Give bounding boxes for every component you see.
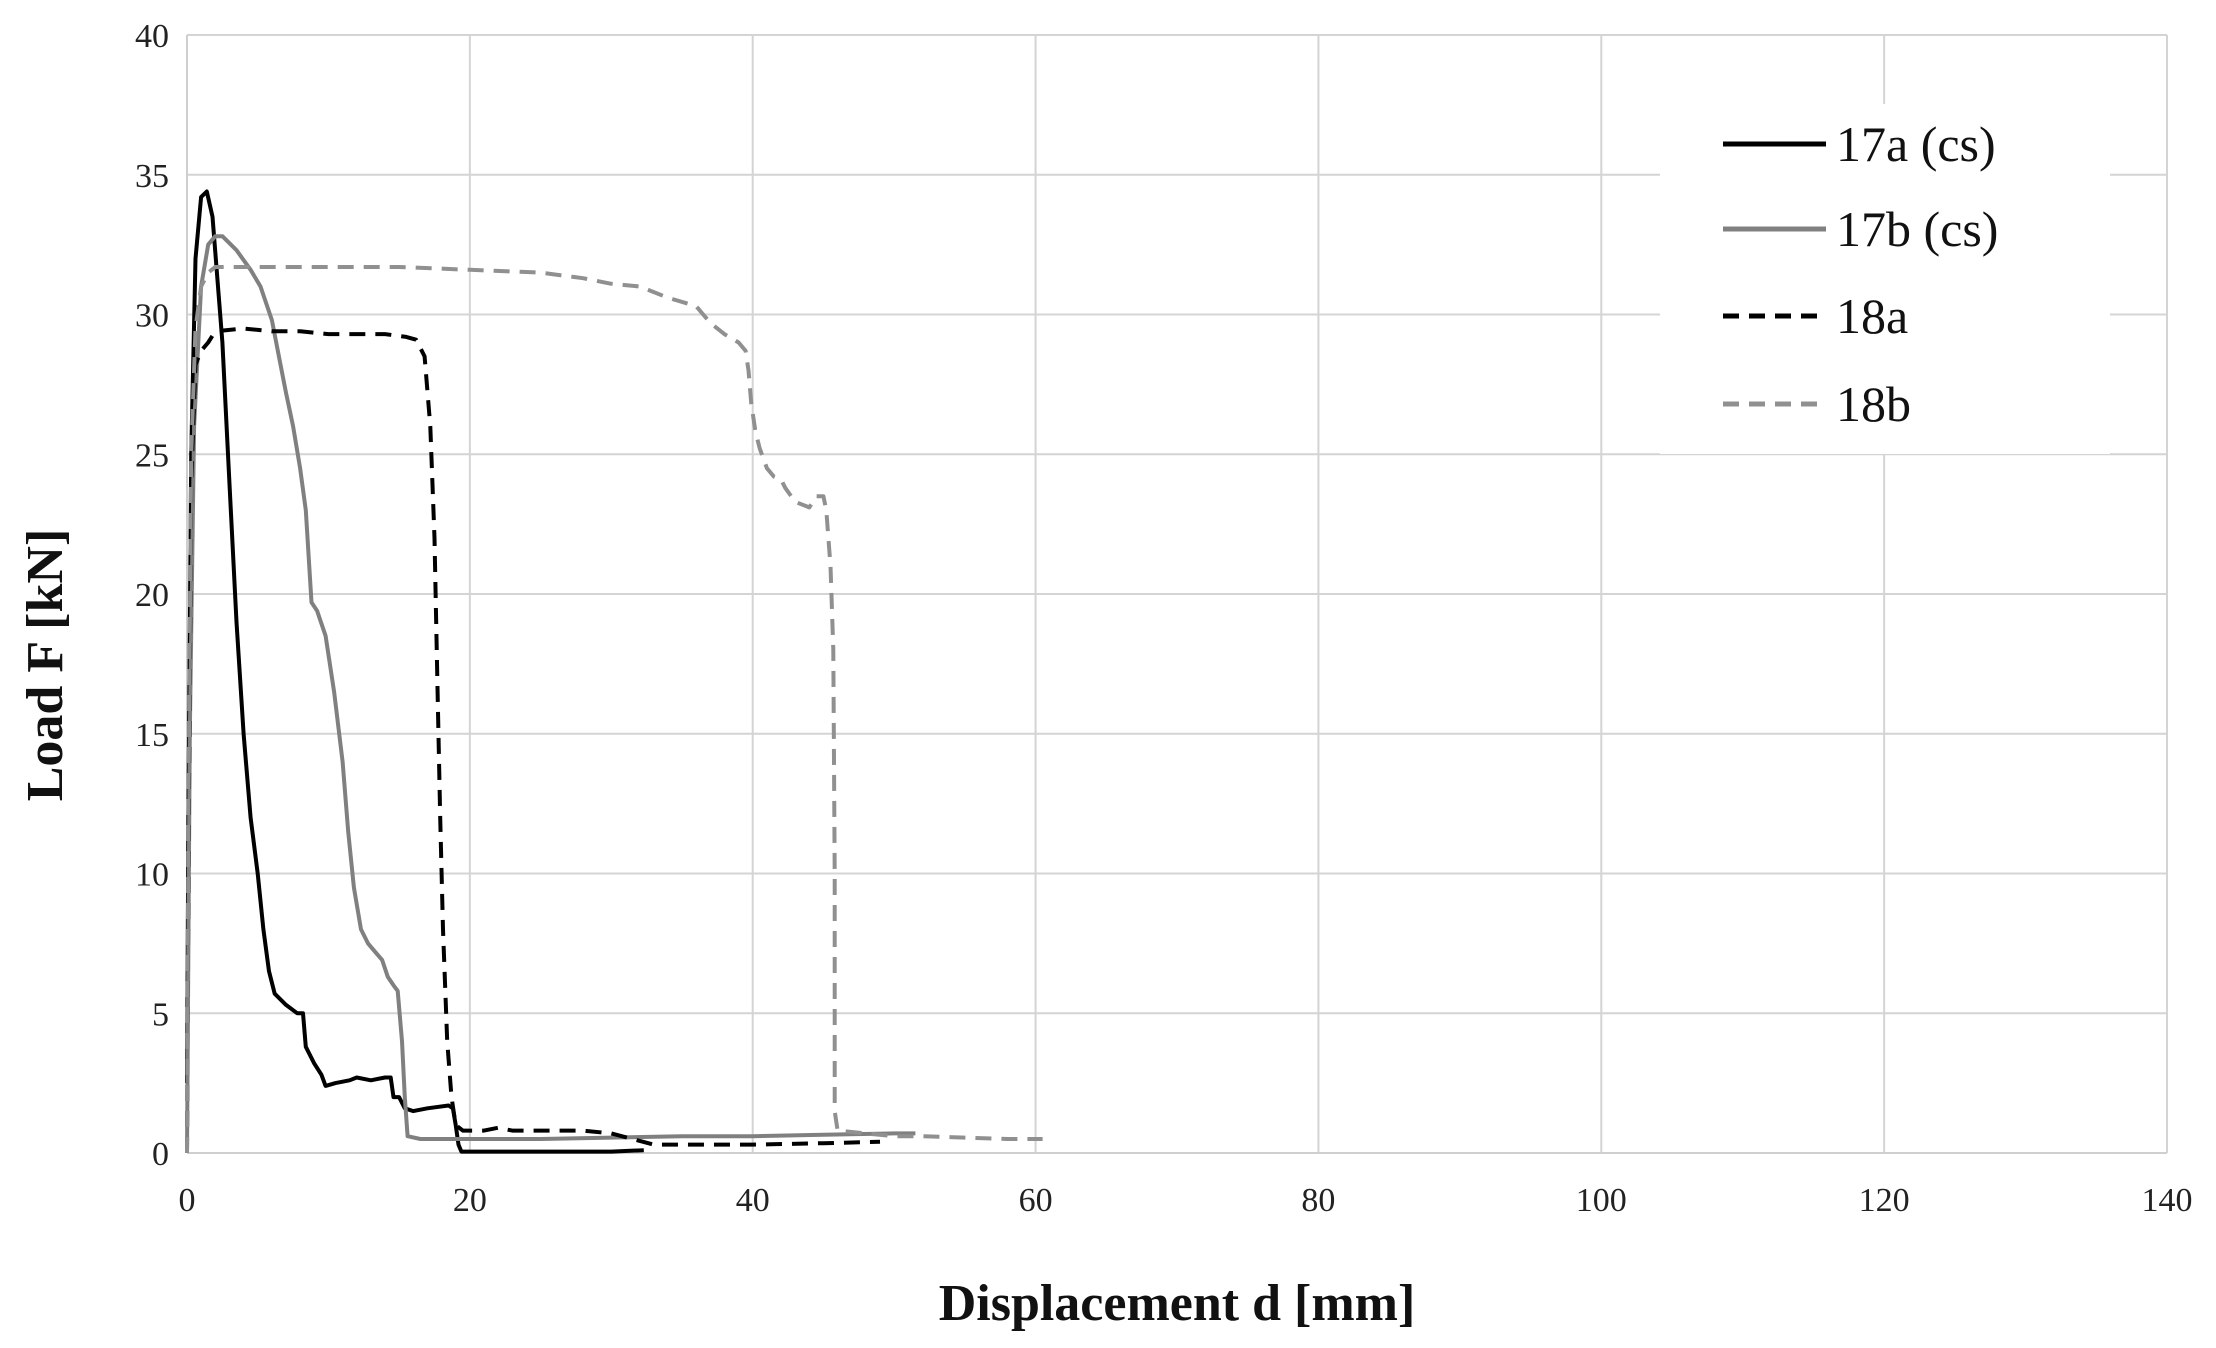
x-tick-label: 100	[1576, 1182, 1627, 1219]
series-line-17b-cs	[185, 234, 916, 1154]
x-tick-label: 80	[1301, 1182, 1335, 1219]
legend-label-17a-cs: 17a (cs)	[1836, 116, 1996, 172]
y-tick-label: 20	[135, 577, 169, 614]
legend-label-18a: 18a	[1836, 288, 1908, 344]
x-tick-label: 40	[736, 1182, 770, 1219]
y-tick-label: 30	[135, 298, 169, 335]
legend-label-18b: 18b	[1836, 376, 1911, 432]
legend-background	[1660, 104, 2110, 454]
y-tick-label: 35	[135, 158, 169, 195]
series-line-17a-cs	[185, 189, 644, 1154]
x-axis-title: Displacement d [mm]	[939, 1275, 1416, 1332]
x-tick-label: 60	[1019, 1182, 1053, 1219]
series-line-18a	[185, 326, 881, 1154]
x-tick-label: 120	[1859, 1182, 1910, 1219]
y-tick-label: 0	[152, 1136, 169, 1173]
y-tick-label: 15	[135, 717, 169, 754]
y-tick-label: 40	[135, 18, 169, 55]
y-tick-label: 5	[152, 996, 169, 1033]
gridlines	[187, 34, 2168, 1153]
x-tick-label: 0	[179, 1182, 196, 1219]
y-tick-label: 25	[135, 437, 169, 474]
x-tick-label: 20	[453, 1182, 487, 1219]
y-tick-label: 10	[135, 857, 169, 894]
series-line-18b	[185, 265, 1043, 1154]
tick-labels: 0 5 10 15 20 25 30 35 40 0 20 40 60 80 100 120 140	[135, 18, 2193, 1219]
legend-label-17b-cs: 17b (cs)	[1836, 201, 1998, 257]
y-axis-title: Load F [kN]	[17, 529, 74, 802]
x-tick-label: 140	[2142, 1182, 2193, 1219]
legend: 17a (cs) 17b (cs) 18a 18b	[1660, 104, 2110, 454]
plot-series	[185, 189, 1043, 1154]
